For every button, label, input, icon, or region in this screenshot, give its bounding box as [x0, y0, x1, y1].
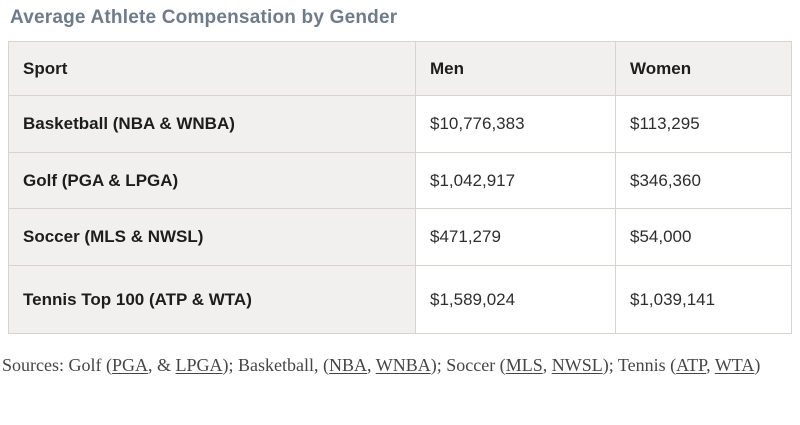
sources-text: ); Basketball, (	[222, 355, 330, 375]
sources-text: ,	[706, 355, 715, 375]
sources-text: )	[754, 355, 761, 375]
source-link-lpga[interactable]: LPGA	[175, 355, 223, 375]
women-value: $54,000	[615, 208, 792, 266]
compensation-table: Sport Men Women Basketball (NBA & WNBA) …	[8, 41, 792, 334]
women-value: $113,295	[615, 95, 792, 153]
sport-label: Golf (PGA & LPGA)	[8, 152, 416, 209]
women-value: $1,039,141	[615, 265, 792, 334]
page-title: Average Athlete Compensation by Gender	[10, 7, 398, 28]
men-value: $471,279	[415, 208, 616, 266]
source-link-pga[interactable]: PGA	[111, 355, 148, 375]
sources-line: Sources: Golf (PGA, & LPGA); Basketball,…	[2, 347, 784, 384]
sources-text: ); Tennis (	[602, 355, 677, 375]
sources-text: ); Soccer (	[430, 355, 506, 375]
table-row-soccer: Soccer (MLS & NWSL) $471,279 $54,000	[8, 208, 792, 266]
sources-text: ,	[542, 355, 552, 375]
sport-label: Soccer (MLS & NWSL)	[8, 208, 416, 266]
source-link-wnba[interactable]: WNBA	[375, 355, 431, 375]
source-link-wta[interactable]: WTA	[714, 355, 755, 375]
table-row-basketball: Basketball (NBA & WNBA) $10,776,383 $113…	[8, 95, 792, 153]
sport-label: Tennis Top 100 (ATP & WTA)	[8, 265, 416, 334]
men-value: $1,042,917	[415, 152, 616, 209]
sources-text: Sources: Golf (	[2, 355, 112, 375]
column-header-men: Men	[415, 41, 616, 96]
source-link-atp[interactable]: ATP	[676, 355, 707, 375]
table-row-tennis: Tennis Top 100 (ATP & WTA) $1,589,024 $1…	[8, 265, 792, 334]
column-header-sport: Sport	[8, 41, 416, 96]
sources-text: ,	[367, 355, 376, 375]
sport-label: Basketball (NBA & WNBA)	[8, 95, 416, 153]
men-value: $1,589,024	[415, 265, 616, 334]
men-value: $10,776,383	[415, 95, 616, 153]
sources-text: , &	[148, 355, 176, 375]
source-link-nwsl[interactable]: NWSL	[551, 355, 603, 375]
table-header-row: Sport Men Women	[8, 41, 792, 96]
source-link-nba[interactable]: NBA	[329, 355, 368, 375]
column-header-women: Women	[615, 41, 792, 96]
source-link-mls[interactable]: MLS	[505, 355, 543, 375]
women-value: $346,360	[615, 152, 792, 209]
table-row-golf: Golf (PGA & LPGA) $1,042,917 $346,360	[8, 152, 792, 209]
